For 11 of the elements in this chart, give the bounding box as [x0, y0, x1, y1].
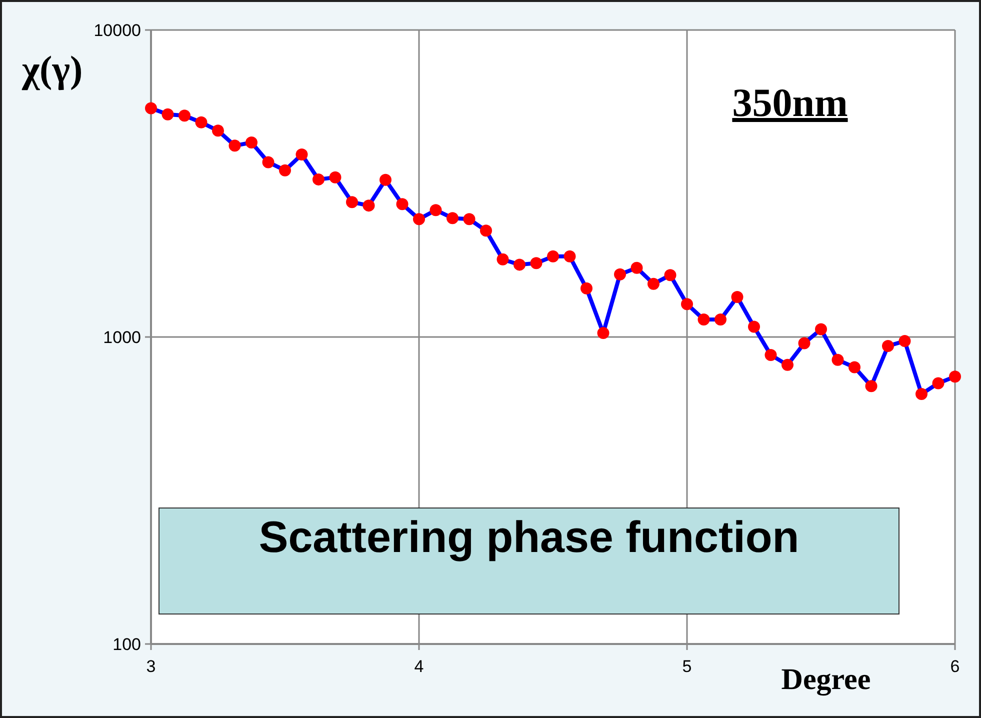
- x-tick-label: 5: [682, 657, 692, 676]
- x-tick-label: 6: [950, 657, 960, 676]
- text: 350nm: [732, 80, 848, 125]
- x-tick-label: 3: [146, 657, 156, 676]
- y-tick-label: 100: [112, 634, 141, 654]
- x-axis-title: Degree: [781, 663, 871, 696]
- y-tick-label: 1000: [103, 328, 141, 347]
- y-axis-title: χ(γ): [21, 49, 83, 91]
- annotation: Scattering phase function: [258, 513, 800, 562]
- x-tick-label: 4: [414, 657, 424, 676]
- y-tick-label: 10000: [94, 20, 141, 40]
